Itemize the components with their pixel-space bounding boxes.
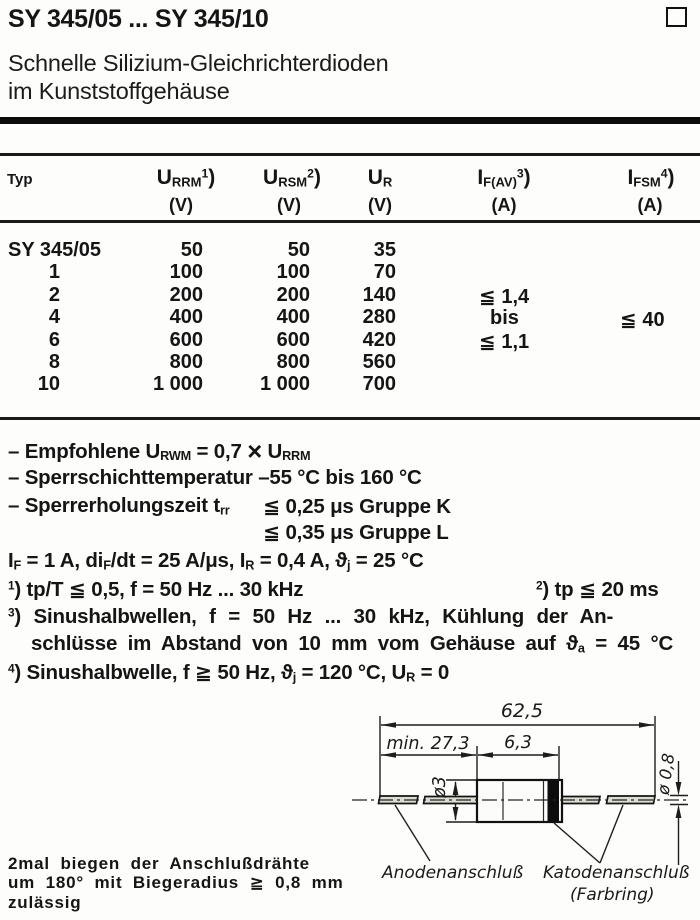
note-junction-temp: – Sperrschichttemperatur –55 °C bis 160 … <box>8 466 422 489</box>
unit-ur: (V) <box>368 195 392 215</box>
dim-body-diameter: ø3 <box>430 776 450 798</box>
cell-urrm: 600 <box>169 328 203 351</box>
cell-type: SY 345/05 <box>8 239 102 261</box>
divider-thick-bar <box>0 117 700 124</box>
cell-ur: 560 <box>362 350 396 373</box>
footnote-3-line2: schlüsse im Abstand von 10 mm vom Gehäus… <box>31 632 674 656</box>
cell-urrm: 200 <box>169 283 203 306</box>
table-row: SY 345/05 50 50 35 <box>0 239 700 261</box>
table-row: 10 1 000 1 000 700 <box>0 373 700 395</box>
note-conditions: IF = 1 A, diF/dt = 25 A/μs, IR = 0,4 A, … <box>8 549 424 573</box>
ifsm-value: ≦ 40 <box>620 308 665 331</box>
cell-urrm: 400 <box>169 306 203 329</box>
column-header-ur: UR <box>367 166 393 190</box>
cell-type: 1 <box>48 261 60 284</box>
cell-ursm: 200 <box>276 283 310 306</box>
bend-note-line1: 2mal biegen der Anschlußdrähte <box>8 854 310 873</box>
dim-body-length: 6,3 <box>504 733 532 753</box>
ifav-value-max: ≦ 1,4 <box>479 286 530 308</box>
column-header-typ: Typ <box>7 171 33 188</box>
dimension-arrowheads <box>381 722 682 821</box>
anode-label: Anodenanschluß <box>382 863 524 883</box>
leader-lines <box>394 804 624 864</box>
cell-type: 10 <box>37 373 60 396</box>
diode-body <box>475 778 564 824</box>
cell-ursm: 1 000 <box>259 373 310 396</box>
unit-urrm: (V) <box>169 195 193 215</box>
cell-type: 4 <box>48 306 60 329</box>
dimension-lines <box>379 716 688 865</box>
column-header-ifav: IF(AV)3) <box>477 166 531 190</box>
subtitle-line1: Schnelle Silizium-Gleichrichterdioden <box>8 50 389 76</box>
table-body: SY 345/05 50 50 35 1 100 100 70 2 200 200 140 4 400 40… <box>0 239 700 396</box>
table-row: 8 800 800 560 <box>0 351 700 373</box>
unit-ifav: (A) <box>491 195 517 215</box>
cathode-band <box>547 780 559 822</box>
cell-ursm: 50 <box>287 239 310 261</box>
divider-table-top <box>0 153 700 156</box>
unit-ursm: (V) <box>277 195 301 215</box>
unit-ifsm: (A) <box>637 195 663 215</box>
footnote-1: 1) tp/T ≦ 0,5, f = 50 Hz ... 30 kHz <box>8 578 304 601</box>
cell-urrm: 800 <box>169 350 203 373</box>
footnote-2: 2) tp ≦ 20 ms <box>536 578 659 601</box>
note-trr-group-k: ≦ 0,25 μs Gruppe K <box>263 495 451 518</box>
cell-urrm: 1 000 <box>152 373 203 396</box>
cell-ur: 140 <box>362 283 396 306</box>
cell-urrm: 50 <box>180 239 203 261</box>
table-row: 6 600 600 420 <box>0 329 700 351</box>
dim-overall-length: 62,5 <box>500 700 544 722</box>
bend-note-line3: zulässig <box>8 893 82 912</box>
column-header-ursm: URSM2) <box>263 166 321 190</box>
corner-box <box>666 7 687 27</box>
bend-note-line2: um 180° mit Biegeradius ≧ 0,8 mm <box>8 873 344 892</box>
dim-lead-length: min. 27,3 <box>386 734 470 754</box>
note-trr-group-l: ≦ 0,35 μs Gruppe L <box>263 521 449 544</box>
cell-ursm: 100 <box>276 261 310 284</box>
cell-ursm: 400 <box>276 306 310 329</box>
subtitle-line2: im Kunststoffgehäuse <box>8 78 230 104</box>
cell-ur: 700 <box>362 373 396 396</box>
cell-ur: 420 <box>362 328 396 351</box>
package-drawing <box>352 716 688 865</box>
cell-type: 6 <box>48 328 60 351</box>
cell-ursm: 600 <box>276 328 310 351</box>
note-trr-label: – Sperrerholungszeit trr <box>8 494 230 518</box>
column-header-urrm: URRM1) <box>156 166 216 190</box>
table-row: 2 200 200 140 <box>0 284 700 306</box>
cathode-label: Katodenanschluß <box>543 863 690 883</box>
page-title: SY 345/05 ... SY 345/10 <box>8 5 269 33</box>
column-header-ifsm: IFSM4) <box>627 166 675 190</box>
cell-ur: 35 <box>373 239 396 261</box>
divider-table-header <box>0 220 700 223</box>
table-row: 1 100 100 70 <box>0 261 700 283</box>
cell-type: 8 <box>48 350 60 373</box>
cell-type: 2 <box>48 283 60 306</box>
footnote-4: 4) Sinushalbwelle, f ≧ 50 Hz, ϑj = 120 °… <box>8 661 450 685</box>
cathode-lead-outer <box>605 795 657 805</box>
farbring-label: (Farbring) <box>570 885 655 905</box>
cell-urrm: 100 <box>169 261 203 284</box>
ifav-value-min: ≦ 1,1 <box>479 331 530 353</box>
cell-ur: 280 <box>362 306 396 329</box>
ifav-value-bis: bis <box>490 306 519 329</box>
footnote-3-line1: 3) Sinushalbwellen, f = 50 Hz ... 30 kHz… <box>8 605 614 628</box>
divider-table-bottom <box>0 417 700 420</box>
table-row: 4 400 400 280 <box>0 306 700 328</box>
cell-ursm: 800 <box>276 350 310 373</box>
cell-ur: 70 <box>373 261 396 284</box>
note-urwm: – Empfohlene URWM = 0,7 × URRM <box>8 438 311 466</box>
